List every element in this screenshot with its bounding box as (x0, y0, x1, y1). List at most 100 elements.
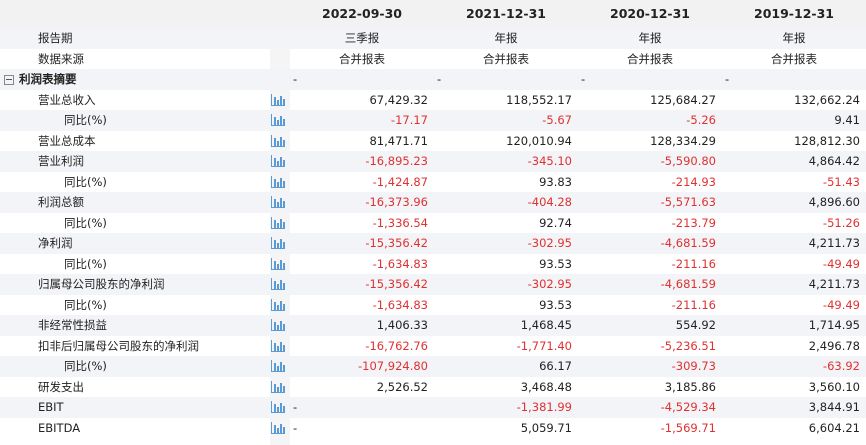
table-row: 净利润 -15,356.42 -302.95 -4,681.59 4,211.73 (0, 233, 866, 254)
value-cell: -1,634.83 (372, 297, 428, 312)
chart-button[interactable] (270, 233, 290, 254)
value-cell: 93.53 (539, 297, 572, 312)
value-cell: -1,771.40 (516, 338, 572, 353)
row-label: 同比(%) (64, 297, 107, 312)
section-title: 利润表摘要 (19, 72, 77, 86)
bar-chart-icon[interactable] (271, 134, 285, 147)
column-header[interactable]: 2020-12-31 (610, 6, 690, 21)
table-row: 营业利润 -16,895.23 -345.10 -5,590.80 4,864.42 (0, 151, 866, 172)
chart-button[interactable] (270, 90, 290, 111)
row-label: 同比(%) (64, 174, 107, 189)
row-label: EBIT (38, 400, 64, 414)
row-label: 非经常性损益 (38, 318, 107, 332)
row-label: 数据来源 (38, 51, 84, 66)
row-label: 扣非后归属母公司股东的净利润 (38, 338, 199, 353)
bar-chart-icon[interactable] (271, 298, 285, 311)
chart-button[interactable] (270, 131, 290, 152)
bar-chart-icon[interactable] (271, 360, 285, 372)
bar-chart-icon[interactable] (271, 421, 285, 434)
value-cell: 132,662.24 (794, 92, 860, 107)
value-cell: - (293, 400, 298, 414)
bar-chart-icon[interactable] (271, 401, 285, 413)
chart-button[interactable] (270, 274, 290, 295)
value-cell: 合并报表 (483, 51, 529, 66)
chart-button[interactable] (270, 192, 290, 213)
bar-chart-icon[interactable] (271, 319, 285, 331)
value-cell: -16,373.96 (365, 195, 428, 209)
bar-chart-icon[interactable] (271, 93, 285, 106)
chart-button[interactable] (270, 295, 290, 316)
value-cell: -15,356.42 (365, 236, 428, 250)
value-cell: 3,185.86 (664, 379, 716, 394)
column-header[interactable]: 2021-12-31 (466, 6, 546, 21)
value-cell: -302.95 (527, 236, 572, 250)
table-row: 同比(%) -1,634.83 93.53 -211.16 -49.49 (0, 295, 866, 316)
value-cell: 年报 (494, 31, 518, 45)
chart-button[interactable] (270, 315, 290, 336)
section-row: 利润表摘要 - - - - (0, 69, 866, 90)
bar-chart-icon[interactable] (271, 175, 285, 188)
chart-button[interactable] (270, 397, 290, 418)
table-row: EBITDA - 5,059.71 -1,569.71 6,604.21 (0, 418, 866, 439)
value-cell: 3,560.10 (808, 379, 860, 394)
table-row: 营业总成本 81,471.71 120,010.94 128,334.29 128,81… (0, 131, 866, 152)
value-cell: 93.83 (539, 174, 572, 189)
bar-chart-icon[interactable] (271, 257, 285, 270)
value-cell: -49.49 (822, 256, 860, 271)
section-header[interactable]: 利润表摘要 (0, 69, 270, 90)
bar-chart-icon[interactable] (271, 237, 285, 249)
chart-button[interactable] (270, 254, 290, 275)
bar-chart-icon[interactable] (271, 216, 285, 229)
table-row: 同比(%) -17.17 -5.67 -5.26 9.41 (0, 110, 866, 131)
value-cell: -5,571.63 (660, 195, 716, 209)
chart-button[interactable] (270, 151, 290, 172)
value-cell: -51.43 (822, 174, 860, 189)
header-row: 2022-09-30 2021-12-31 2020-12-31 2019-12… (0, 0, 866, 28)
collapse-toggle-icon[interactable] (4, 74, 14, 85)
value-cell: 5,059.71 (520, 420, 572, 435)
value-cell: 1,406.33 (376, 318, 428, 332)
value-cell: -214.93 (671, 174, 716, 189)
chart-button[interactable] (270, 110, 290, 131)
value-cell: -211.16 (671, 297, 716, 312)
value-cell: 4,896.60 (808, 195, 860, 209)
header-label-cell (0, 0, 270, 28)
chart-button[interactable] (270, 356, 290, 377)
value-cell: 128,334.29 (650, 133, 716, 148)
bar-chart-icon[interactable] (271, 196, 285, 208)
value-cell: 4,211.73 (808, 277, 860, 291)
chart-button[interactable] (270, 336, 290, 357)
value-cell: -1,424.87 (372, 174, 428, 189)
column-header[interactable]: 2019-12-31 (754, 6, 834, 21)
table-row: 非经常性损益 1,406.33 1,468.45 554.92 1,714.95 (0, 315, 866, 336)
value-cell: 年报 (782, 31, 806, 45)
row-label: 净利润 (38, 236, 73, 250)
bar-chart-icon[interactable] (271, 339, 285, 352)
row-label: 利润总额 (38, 195, 84, 209)
value-cell: -16,762.76 (365, 338, 428, 353)
chart-button[interactable] (270, 172, 290, 193)
value-cell: 4,864.42 (808, 154, 860, 168)
column-header[interactable]: 2022-09-30 (322, 6, 402, 21)
value-cell: -404.28 (527, 195, 572, 209)
value-cell: 81,471.71 (369, 133, 428, 148)
value-cell: -302.95 (527, 277, 572, 291)
value-cell: 118,552.17 (506, 92, 572, 107)
value-cell: - (437, 72, 442, 86)
value-cell: 6,604.21 (808, 420, 860, 435)
bar-chart-icon[interactable] (271, 380, 285, 393)
value-cell: -1,381.99 (516, 400, 572, 414)
bar-chart-icon[interactable] (271, 114, 285, 126)
value-cell: 2,496.78 (808, 338, 860, 353)
bar-chart-icon[interactable] (271, 278, 285, 290)
value-cell: 9.41 (834, 113, 860, 127)
chart-button[interactable] (270, 213, 290, 234)
chart-button[interactable] (270, 418, 290, 439)
value-cell: -345.10 (527, 154, 572, 168)
table-row: 营业总收入 67,429.32 118,552.17 125,684.27 132,66… (0, 90, 866, 111)
bar-chart-icon[interactable] (271, 155, 285, 167)
value-cell: 4,211.73 (808, 236, 860, 250)
table-row: 同比(%) -1,424.87 93.83 -214.93 -51.43 (0, 172, 866, 193)
value-cell: -63.92 (822, 359, 860, 373)
chart-button[interactable] (270, 377, 290, 398)
